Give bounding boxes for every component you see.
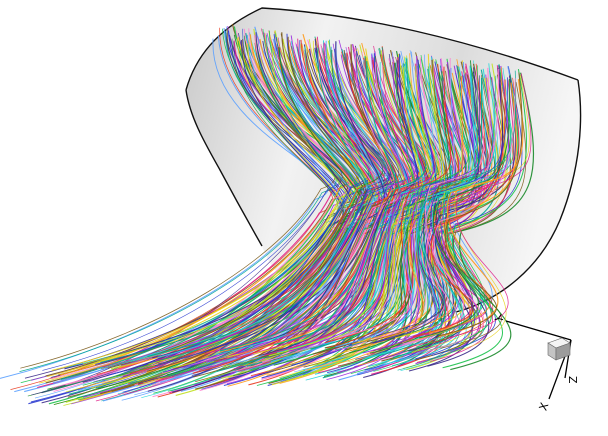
streamline bbox=[258, 60, 418, 357]
streamline bbox=[418, 78, 510, 339]
streamline bbox=[326, 66, 452, 349]
streamline bbox=[390, 67, 491, 350]
streamline bbox=[47, 36, 358, 378]
streamline bbox=[362, 73, 476, 354]
streamline bbox=[350, 75, 464, 352]
streamline bbox=[237, 59, 428, 373]
streamline bbox=[20, 28, 336, 369]
streamline bbox=[286, 65, 434, 381]
axes-triad: Y Z X bbox=[490, 312, 579, 412]
streamline bbox=[233, 51, 417, 370]
y-axis-label: Y bbox=[490, 312, 505, 324]
surface-left-edge bbox=[185, 89, 263, 247]
streamline bbox=[282, 51, 433, 360]
streamline bbox=[373, 65, 479, 372]
streamline bbox=[173, 48, 390, 376]
streamline bbox=[402, 68, 500, 345]
x-axis-label: X bbox=[537, 400, 552, 412]
streamline bbox=[442, 69, 527, 369]
streamline bbox=[337, 69, 472, 355]
z-axis-label: Z bbox=[566, 376, 579, 384]
streamline bbox=[377, 71, 485, 362]
streamline bbox=[397, 75, 497, 371]
streamline bbox=[437, 72, 523, 337]
streamline bbox=[107, 36, 367, 369]
streamline bbox=[129, 39, 379, 375]
streamline bbox=[172, 48, 404, 369]
streamline bbox=[379, 63, 487, 373]
streamline bbox=[19, 31, 337, 372]
streamline bbox=[428, 70, 517, 360]
streamline bbox=[323, 71, 451, 377]
streamline bbox=[166, 49, 384, 376]
streamline bbox=[335, 67, 456, 348]
streamline bbox=[416, 67, 514, 363]
streamline bbox=[310, 68, 452, 350]
streamline bbox=[310, 58, 443, 367]
streamline bbox=[446, 74, 530, 355]
streamline bbox=[174, 42, 388, 378]
streamline bbox=[243, 50, 421, 367]
streamline bbox=[24, 32, 345, 379]
streamline bbox=[238, 49, 410, 372]
streamline bbox=[163, 50, 392, 373]
streamline bbox=[428, 82, 518, 334]
streamline bbox=[42, 28, 343, 371]
streamline bbox=[0, 38, 329, 379]
streamline bbox=[167, 39, 389, 376]
streamline bbox=[216, 57, 405, 372]
streamline bbox=[157, 40, 384, 358]
streamline-bundle bbox=[0, 23, 535, 406]
streamline bbox=[426, 78, 516, 352]
streamline bbox=[357, 72, 482, 376]
surface-right-edge bbox=[455, 79, 582, 313]
streamline bbox=[450, 72, 535, 371]
streamline bbox=[172, 41, 386, 393]
streamline bbox=[406, 63, 506, 371]
orientation-cube bbox=[547, 337, 571, 361]
streamline bbox=[273, 58, 427, 346]
streamline bbox=[379, 71, 492, 360]
streamline bbox=[412, 79, 506, 338]
streamline bbox=[376, 75, 481, 337]
streamline bbox=[302, 63, 437, 371]
y-axis-line bbox=[505, 320, 572, 341]
streamline bbox=[51, 43, 349, 371]
streamline bbox=[191, 53, 400, 376]
streamline bbox=[160, 40, 383, 383]
streamline bbox=[130, 46, 374, 362]
streamline bbox=[122, 40, 369, 393]
streamline bbox=[378, 77, 483, 357]
